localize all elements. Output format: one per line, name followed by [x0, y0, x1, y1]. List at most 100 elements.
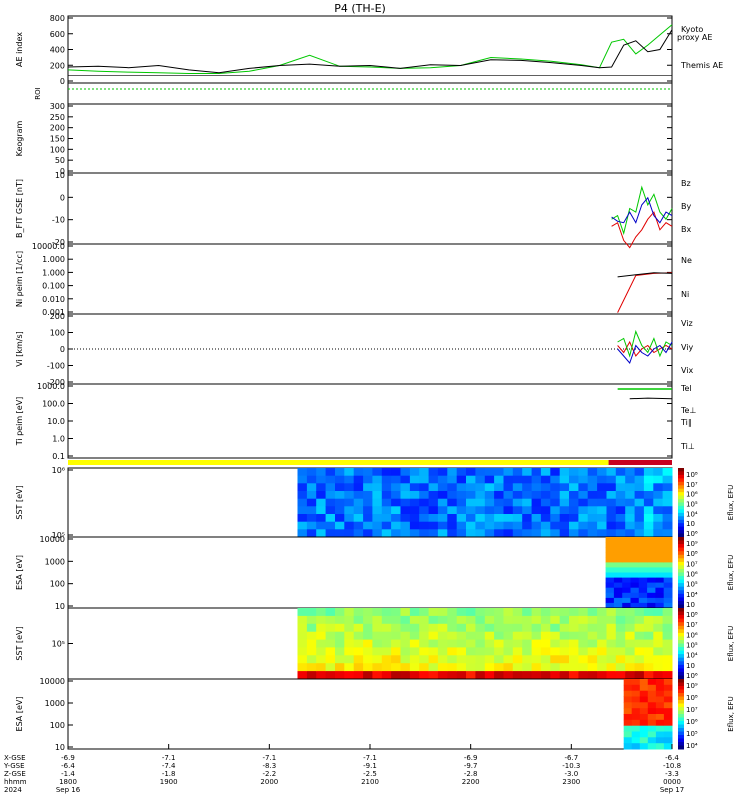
esa_i-colorbar-swatch — [678, 735, 684, 739]
sst_e-cell — [391, 483, 401, 491]
esa_i-cell — [624, 737, 633, 743]
esa_e-cell — [614, 598, 623, 604]
sst_i-cell — [616, 663, 626, 671]
sst_e-cell — [494, 499, 504, 507]
sst_e-colorbar-swatch — [678, 485, 684, 489]
x-axis-labels: X-GSEY-GSEZ-GSEhhmm2024-6.9-6.4-1.41800S… — [3, 744, 684, 794]
esa_e-colorbar-tick-4: 10⁵ — [686, 581, 698, 589]
sst_e-cell — [588, 514, 598, 522]
sst_e-cell — [475, 514, 485, 522]
b-trace-2 — [612, 198, 672, 223]
sst_e-colorbar-swatch — [678, 527, 684, 531]
y-tick-label-8-2: 100 — [50, 580, 65, 589]
sst_e-colorbar-swatch — [678, 509, 684, 513]
sst_e-cell — [391, 514, 401, 522]
sst_i-cell — [363, 624, 373, 632]
sst_i-cell — [475, 640, 485, 648]
sst_i-cell — [663, 663, 673, 671]
y-tick-label-0-2: 400 — [50, 46, 65, 55]
esa_i-colorbar-swatch — [678, 728, 684, 732]
sst_i-colorbar-swatch — [678, 636, 684, 640]
esa_e-cell — [655, 583, 664, 589]
sst_i-cell — [578, 647, 588, 655]
esa_e-cell — [647, 567, 656, 573]
sst_i-cell — [429, 671, 439, 679]
esa_e-colorbar-swatch — [678, 541, 684, 545]
sst_i-cell — [410, 616, 420, 624]
sst_i-cell — [354, 616, 364, 624]
esa_e-cell — [647, 588, 656, 594]
panels: AE index8006004002000Kyotoproxy AEThemis… — [15, 14, 735, 752]
sst_i-cell — [382, 616, 392, 624]
sst_i-cell — [354, 671, 364, 679]
sst_e-cell — [522, 522, 532, 530]
esa_e-cell — [606, 537, 615, 543]
sst_i-cell — [316, 632, 326, 640]
sst_e-cell — [363, 476, 373, 484]
sst_e-cell — [401, 468, 411, 476]
sst_e-cell — [644, 529, 654, 537]
sst_e-cell — [354, 491, 364, 499]
sst_i-cell — [635, 632, 645, 640]
sst_e-cell — [578, 491, 588, 499]
sst_i-cell — [588, 608, 598, 616]
esa_e-cell — [614, 547, 623, 553]
esa_e-cell — [664, 598, 673, 604]
esa_i-cell — [640, 691, 649, 697]
sst_e-colorbar-tick-0: 10⁸ — [686, 471, 698, 479]
sst_i-cell — [522, 624, 532, 632]
sst_i-cell — [438, 616, 448, 624]
sst_i-cell — [550, 655, 560, 663]
sst_e-cell — [616, 522, 626, 530]
sst_e-cell — [616, 499, 626, 507]
sst_e-cell — [597, 522, 607, 530]
esa_i-colorbar-swatch — [678, 739, 684, 743]
sst_i-cell — [372, 663, 382, 671]
sst_i-cell — [588, 616, 598, 624]
sst_e-cell — [625, 506, 635, 514]
sst_i-cell — [447, 616, 457, 624]
esa_e-cell — [631, 562, 640, 568]
esa_i-cell — [656, 702, 665, 708]
sst_e-cell — [607, 506, 617, 514]
sst_e-cell — [410, 476, 420, 484]
sst_e-cell — [466, 468, 476, 476]
sst_i-colorbar-swatch — [678, 622, 684, 626]
sst_i-cell — [475, 655, 485, 663]
sst_i-cell — [429, 640, 439, 648]
v-trace-1 — [618, 332, 672, 357]
esa_e-cell — [639, 598, 648, 604]
sst_e-cell — [307, 491, 317, 499]
sst_i-cell — [298, 624, 308, 632]
sst_e-cell — [447, 522, 457, 530]
sst_e-cell — [391, 491, 401, 499]
sst_i-cell — [569, 608, 579, 616]
sst_i-cell — [663, 647, 673, 655]
sst_i-cell — [410, 632, 420, 640]
esa_e-colorbar-swatch — [678, 573, 684, 577]
sst_i-colorbar-swatch — [678, 668, 684, 672]
esa_e-cell — [631, 567, 640, 573]
sst_i-cell — [382, 655, 392, 663]
sst_i-cell — [344, 655, 354, 663]
y-axis-label-6: Ti peim [eV] — [15, 397, 24, 447]
sst_i-cell — [541, 640, 551, 648]
sst_i-cell — [532, 663, 542, 671]
sst_i-cell — [298, 647, 308, 655]
esa_e-cell — [606, 583, 615, 589]
sst_i-cell — [429, 647, 439, 655]
y-tick-label-10-0: 10000 — [40, 677, 65, 686]
y-tick-label-4-0: 10000.0 — [32, 242, 65, 251]
esa_e-cell — [664, 567, 673, 573]
esa_i-colorbar-swatch — [678, 718, 684, 722]
sst_i-cell — [522, 640, 532, 648]
sst_i-cell — [588, 624, 598, 632]
sst_e-cell — [382, 499, 392, 507]
esa_e-cell — [655, 547, 664, 553]
sst_e-cell — [475, 468, 485, 476]
ae-series-line-0 — [68, 25, 672, 74]
sst_i-colorbar-swatch — [678, 665, 684, 669]
esa_i-cell — [640, 714, 649, 720]
sst_i-cell — [354, 647, 364, 655]
sst_i-cell — [653, 671, 663, 679]
